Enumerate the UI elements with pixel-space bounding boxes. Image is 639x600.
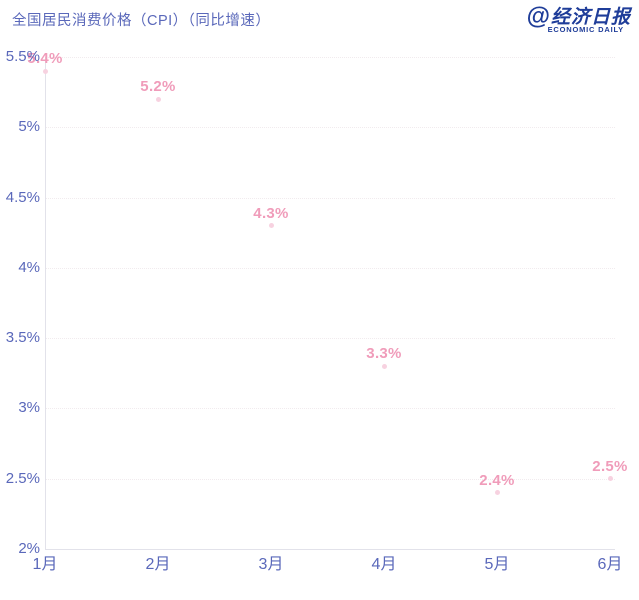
y-axis-tick-label: 4.5% — [5, 188, 40, 206]
gridline — [45, 197, 615, 199]
y-axis-tick-label: 3% — [18, 399, 40, 417]
data-point-label: 5.2% — [140, 78, 176, 96]
y-axis-line — [45, 57, 46, 549]
gridline — [45, 267, 615, 269]
x-axis-label: 3月 — [258, 556, 284, 573]
logo-wordmark: @ 经济日报 — [527, 5, 631, 29]
data-point-label: 2.5% — [592, 457, 628, 475]
x-axis-line — [45, 549, 615, 550]
data-point-marker — [42, 68, 48, 74]
y-axis-tick-label: 5% — [18, 118, 40, 136]
gridline — [45, 127, 615, 129]
logo-name: 经济日报 — [550, 5, 631, 28]
x-axis-label: 1月 — [32, 556, 58, 573]
x-axis-label: 4月 — [371, 556, 397, 573]
y-axis-tick-label: 2% — [18, 540, 40, 557]
economic-daily-logo: @ 经济日报 ECONOMIC DAILY — [527, 5, 631, 34]
data-point-marker — [155, 96, 161, 102]
data-point-label: 4.3% — [253, 204, 289, 222]
y-axis-tick-label: 4% — [18, 258, 40, 276]
data-point-label: 3.3% — [366, 345, 402, 363]
data-point-marker — [268, 223, 274, 229]
gridline — [45, 478, 615, 480]
at-icon: @ — [526, 3, 550, 30]
gridline — [45, 408, 615, 410]
gridline — [45, 57, 615, 58]
y-axis-tick-label: 2.5% — [5, 469, 40, 487]
y-axis-tick-label: 5.5% — [5, 48, 40, 65]
data-point-marker — [494, 490, 500, 496]
data-point-label: 2.4% — [479, 471, 515, 489]
x-axis-label: 5月 — [484, 556, 510, 573]
data-point-marker — [381, 363, 387, 369]
gridline — [45, 338, 615, 340]
data-point-marker — [607, 476, 613, 482]
x-axis-label: 6月 — [597, 556, 623, 573]
x-axis-label: 2月 — [145, 556, 171, 573]
chart-title: 全国居民消费价格（CPI）（同比增速） — [12, 13, 271, 29]
data-point-label: 5.4% — [27, 50, 63, 68]
logo-subtitle: ECONOMIC DAILY — [547, 25, 624, 34]
y-axis-tick-label: 3.5% — [5, 329, 40, 347]
